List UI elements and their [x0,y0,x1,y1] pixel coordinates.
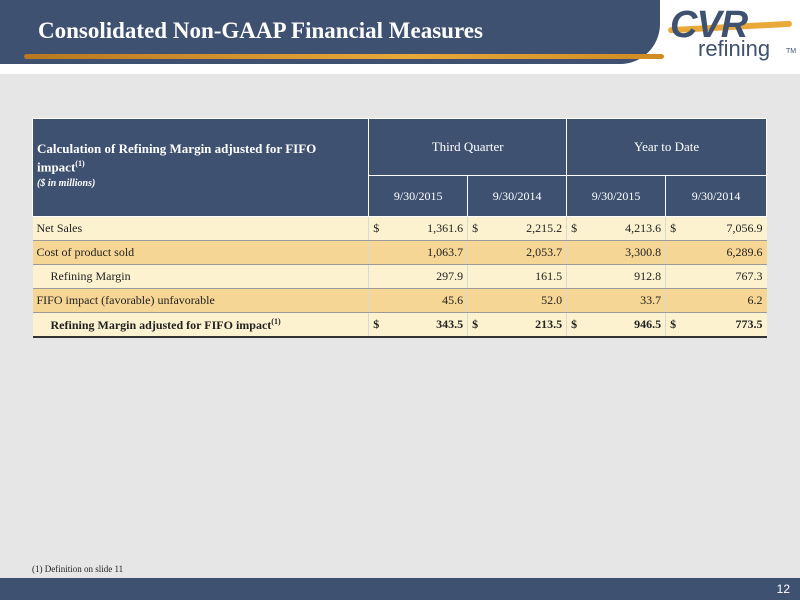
currency-symbol: $ [670,221,677,235]
cell-value: 297.9 [436,269,464,283]
cell-value: 3,300.8 [625,245,662,259]
table-row-cost-of-product-sold: Cost of product sold 1,063.7 2,053.7 3,3… [32,240,767,265]
cell-value: 52.0 [541,293,563,307]
cvr-refining-logo: CVR refining TM [667,4,797,64]
cell-value: 1,063.7 [427,245,464,259]
header-date: 9/30/2014 [665,175,767,217]
cell-value: 6.2 [747,293,763,307]
logo-trademark: TM [786,48,797,55]
cell-value: 773.5 [735,317,763,331]
row-label: Refining Margin [32,264,370,289]
table-header-calculation: Calculation of Refining Margin adjusted … [31,118,370,217]
row-label: FIFO impact (favorable) unfavorable [32,288,370,313]
header-third-quarter: Third Quarter [368,118,568,176]
cell-value: 213.5 [535,317,563,331]
table-row-fifo-impact: FIFO impact (favorable) unfavorable 45.6… [32,288,767,313]
cell-value: 2,053.7 [526,245,563,259]
table-row-net-sales: Net Sales $1,361.6 $2,215.2 $4,213.6 $7,… [32,216,767,241]
currency-symbol: $ [373,317,380,331]
footnote-marker: (1) [75,159,85,168]
cell-value: 7,056.9 [726,221,763,235]
cell-value: 2,215.2 [526,221,563,235]
currency-symbol: $ [571,221,578,235]
row-label: Refining Margin adjusted for FIFO impact [50,317,272,332]
cell-value: 767.3 [735,269,763,283]
cell-value: 45.6 [442,293,464,307]
refining-margin-table: Calculation of Refining Margin adjusted … [31,118,767,338]
cell-value: 161.5 [535,269,563,283]
table-row-adjusted-refining-margin: Refining Margin adjusted for FIFO impact… [32,312,767,338]
currency-symbol: $ [472,221,479,235]
cell-value: 343.5 [436,317,464,331]
row-label: Net Sales [32,216,370,241]
currency-symbol: $ [670,317,677,331]
table-row-refining-margin: Refining Margin 297.9 161.5 912.8 767.3 [32,264,767,289]
slide-header: Consolidated Non-GAAP Financial Measures… [0,0,800,74]
table-header-title: Calculation of Refining Margin adjusted … [37,141,317,175]
header-date: 9/30/2015 [566,175,667,217]
title-underline [24,54,664,59]
cell-value: 912.8 [634,269,662,283]
header-date: 9/30/2014 [467,175,568,217]
table-header-units: ($ in millions) [37,178,96,190]
footer-bar [0,578,800,600]
logo-text-cvr: CVR [670,4,748,46]
slide-title: Consolidated Non-GAAP Financial Measures [38,18,483,43]
cell-value: 33.7 [640,293,662,307]
footnote-marker: (1) [271,316,281,326]
title-band [0,0,660,64]
cell-value: 6,289.6 [726,245,763,259]
currency-symbol: $ [373,221,380,235]
cell-value: 946.5 [634,317,662,331]
cell-value: 4,213.6 [625,221,662,235]
header-year-to-date: Year to Date [566,118,767,176]
logo-text-refining: refining [698,36,771,61]
footnote: (1) Definition on slide 11 [32,564,124,574]
row-label: Cost of product sold [32,240,370,265]
currency-symbol: $ [472,317,479,331]
cell-value: 1,361.6 [427,221,464,235]
header-date: 9/30/2015 [368,175,469,217]
page-number: 12 [776,582,790,596]
currency-symbol: $ [571,317,578,331]
